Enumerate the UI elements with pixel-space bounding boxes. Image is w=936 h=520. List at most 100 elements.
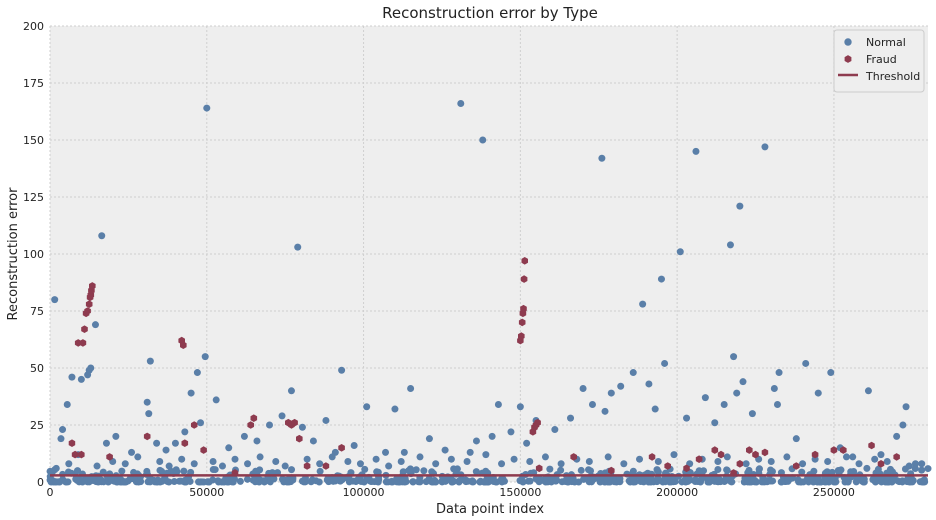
fraud-point — [78, 450, 85, 459]
normal-point — [420, 467, 428, 475]
normal-point — [415, 478, 423, 486]
normal-point — [481, 478, 489, 486]
normal-point — [748, 410, 756, 418]
normal-point — [778, 478, 786, 486]
fraud-point — [664, 462, 671, 470]
normal-point — [278, 412, 286, 420]
normal-point — [397, 457, 405, 465]
normal-point — [863, 464, 871, 472]
normal-point — [739, 378, 747, 386]
normal-point — [691, 476, 699, 484]
normal-point — [585, 457, 593, 465]
normal-point — [400, 448, 408, 456]
fraud-point — [291, 418, 298, 427]
normal-point — [468, 477, 476, 485]
fraud-point — [736, 460, 744, 468]
normal-point — [288, 466, 296, 474]
normal-point — [829, 477, 837, 485]
normal-point — [651, 405, 659, 413]
normal-point — [322, 416, 330, 424]
normal-point — [212, 396, 220, 404]
normal-point — [204, 478, 212, 486]
normal-point — [855, 460, 863, 468]
normal-point — [577, 466, 585, 474]
normal-point — [145, 410, 153, 418]
normal-point — [808, 476, 816, 484]
normal-point — [118, 467, 126, 475]
normal-point — [256, 453, 264, 461]
fraud-point — [303, 462, 311, 470]
normal-point — [745, 466, 753, 474]
normal-point — [447, 455, 455, 463]
normal-point — [134, 453, 142, 461]
normal-point — [736, 202, 744, 210]
normal-point — [871, 455, 879, 463]
normal-point — [197, 419, 205, 427]
normal-point — [682, 478, 690, 486]
normal-point — [792, 435, 800, 443]
normal-point — [384, 478, 392, 486]
normal-point — [266, 421, 273, 429]
normal-point — [316, 467, 324, 475]
y-tick-label: 125 — [23, 191, 44, 204]
normal-point — [218, 462, 226, 470]
normal-point — [802, 359, 810, 367]
fraud-point — [322, 462, 330, 470]
legend-box — [833, 29, 925, 93]
fraud-point — [893, 453, 900, 461]
normal-point — [620, 460, 628, 468]
normal-point — [924, 465, 932, 473]
normal-point — [344, 457, 352, 465]
normal-point — [209, 457, 217, 465]
normal-point — [98, 232, 106, 240]
normal-point — [62, 478, 70, 486]
fraud-point — [181, 439, 189, 447]
normal-point — [828, 468, 836, 476]
fraud-point — [521, 257, 528, 265]
normal-point — [209, 466, 217, 474]
normal-point — [883, 457, 891, 465]
normal-point — [56, 478, 64, 486]
normal-point — [864, 387, 872, 395]
normal-point — [711, 419, 719, 427]
normal-point — [472, 437, 480, 445]
fraud-point — [106, 453, 113, 461]
fraud-point — [518, 332, 525, 340]
fraud-point — [535, 464, 543, 473]
normal-point — [849, 453, 857, 461]
normal-point — [363, 403, 371, 411]
normal-point — [523, 439, 531, 447]
fraud-point — [830, 446, 838, 454]
fraud-point — [711, 446, 719, 454]
normal-point — [46, 476, 54, 484]
x-axis-ticks: 0 50000 100000 150000 200000 250000 — [47, 486, 855, 499]
fraud-point — [746, 446, 753, 454]
normal-point — [153, 439, 161, 447]
y-tick-label: 0 — [37, 476, 44, 489]
normal-point — [225, 478, 233, 486]
y-tick-label: 50 — [30, 362, 44, 375]
normal-point — [636, 455, 644, 463]
normal-point — [312, 477, 320, 485]
fraud-point — [520, 304, 527, 313]
normal-point — [494, 400, 502, 408]
normal-point — [715, 477, 723, 485]
fraud-point — [520, 275, 528, 283]
x-tick-label: 200000 — [656, 486, 698, 499]
fraud-point — [683, 464, 690, 473]
normal-point — [755, 465, 763, 473]
normal-point — [714, 457, 722, 465]
plot-area — [50, 26, 928, 482]
normal-point — [190, 460, 198, 468]
normal-point — [294, 243, 302, 251]
fraud-point — [840, 446, 847, 454]
normal-point — [412, 466, 420, 474]
legend-fraud-marker — [844, 55, 852, 63]
normal-point — [74, 467, 82, 475]
normal-point — [392, 477, 400, 485]
normal-point — [172, 466, 180, 474]
normal-point — [551, 426, 559, 434]
fraud-point — [250, 414, 258, 422]
normal-point — [770, 385, 778, 393]
normal-point — [761, 143, 769, 151]
